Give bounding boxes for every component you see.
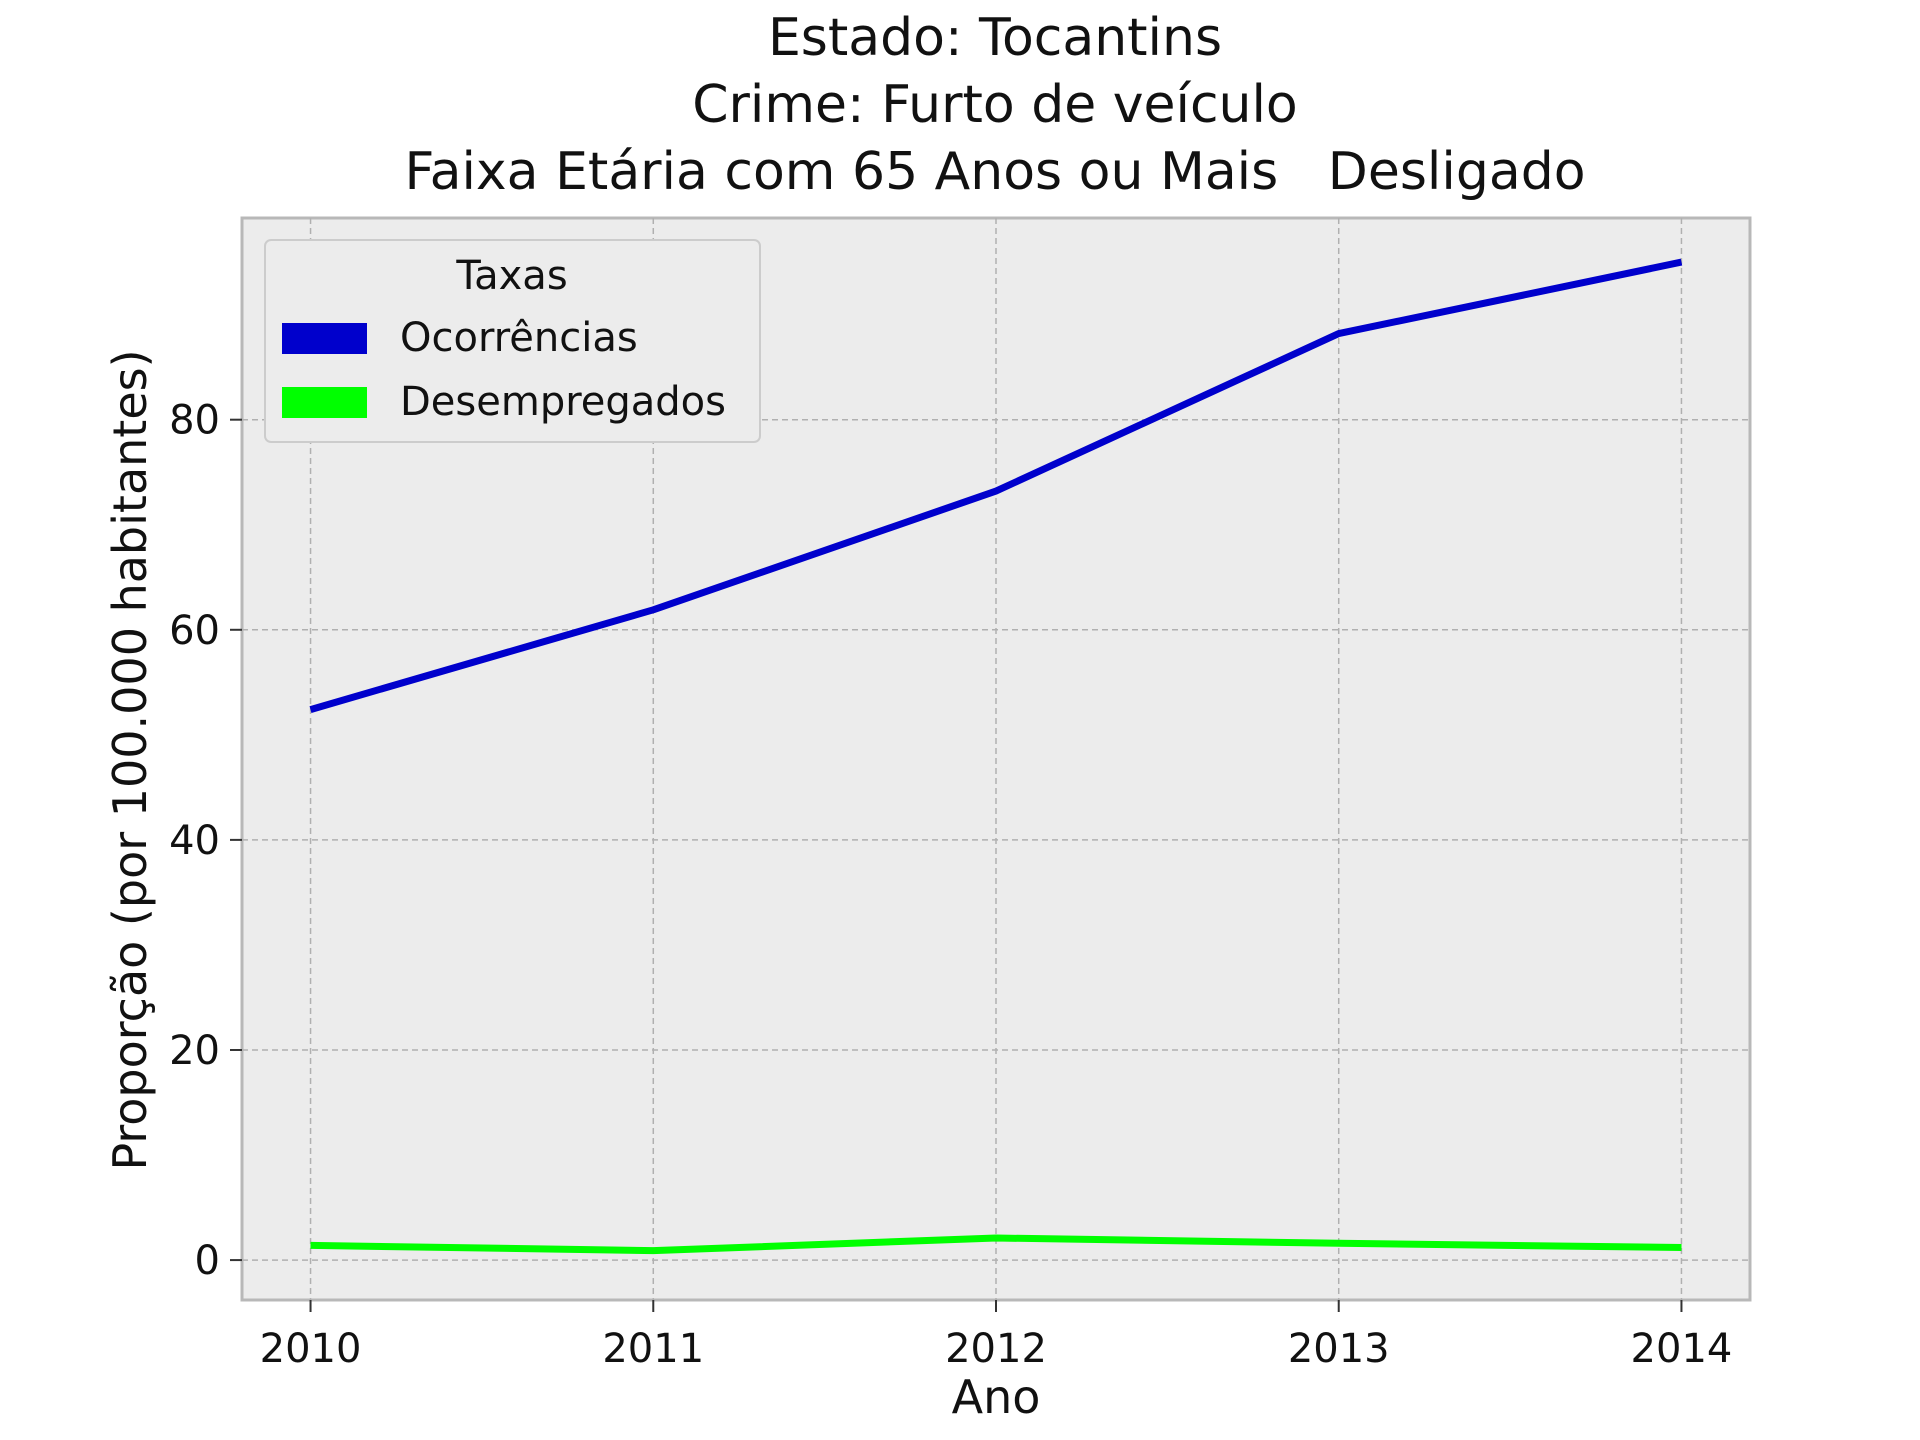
y-tick-label: 60: [169, 608, 220, 654]
x-tick-label: 2012: [945, 1326, 1047, 1372]
title-line-1: Estado: Tocantins: [768, 8, 1222, 68]
x-tick-label: 2010: [260, 1326, 362, 1372]
series-lines: [309, 258, 1683, 1255]
title-line-2: Crime: Furto de veículo: [692, 75, 1298, 135]
x-axis-label: Ano: [952, 1370, 1041, 1424]
legend-label-desempregados: Desempregados: [400, 379, 726, 425]
chart-title: Estado: Tocantins Crime: Furto de veícul…: [404, 8, 1585, 202]
y-tick-label: 80: [169, 398, 220, 444]
legend-label-ocorrencias: Ocorrências: [400, 315, 638, 361]
legend-swatch-ocorrencias: [282, 323, 367, 354]
legend-box: [264, 239, 761, 443]
y-tick-label: 40: [169, 818, 220, 864]
x-tick-label: 2013: [1288, 1326, 1390, 1372]
axis-ticks: 2010 2011 2012 2013 2014 0 20 40 60 80: [169, 398, 1732, 1372]
y-tick-label: 20: [169, 1028, 220, 1074]
legend-swatch-desempregados: [282, 387, 367, 418]
title-line-3: Faixa Etária com 65 Anos ou Mais Desliga…: [404, 142, 1585, 202]
series-line-ocorrencias: [309, 258, 1683, 713]
y-tick-label: 0: [195, 1238, 220, 1284]
series-line-desempregados: [310, 1234, 1682, 1255]
legend: Taxas Ocorrências Desempregados: [264, 239, 761, 443]
x-tick-label: 2014: [1631, 1326, 1733, 1372]
legend-title: Taxas: [455, 253, 567, 299]
x-tick-label: 2011: [602, 1326, 704, 1372]
y-axis-label: Proporção (por 100.000 habitantes): [103, 349, 157, 1170]
